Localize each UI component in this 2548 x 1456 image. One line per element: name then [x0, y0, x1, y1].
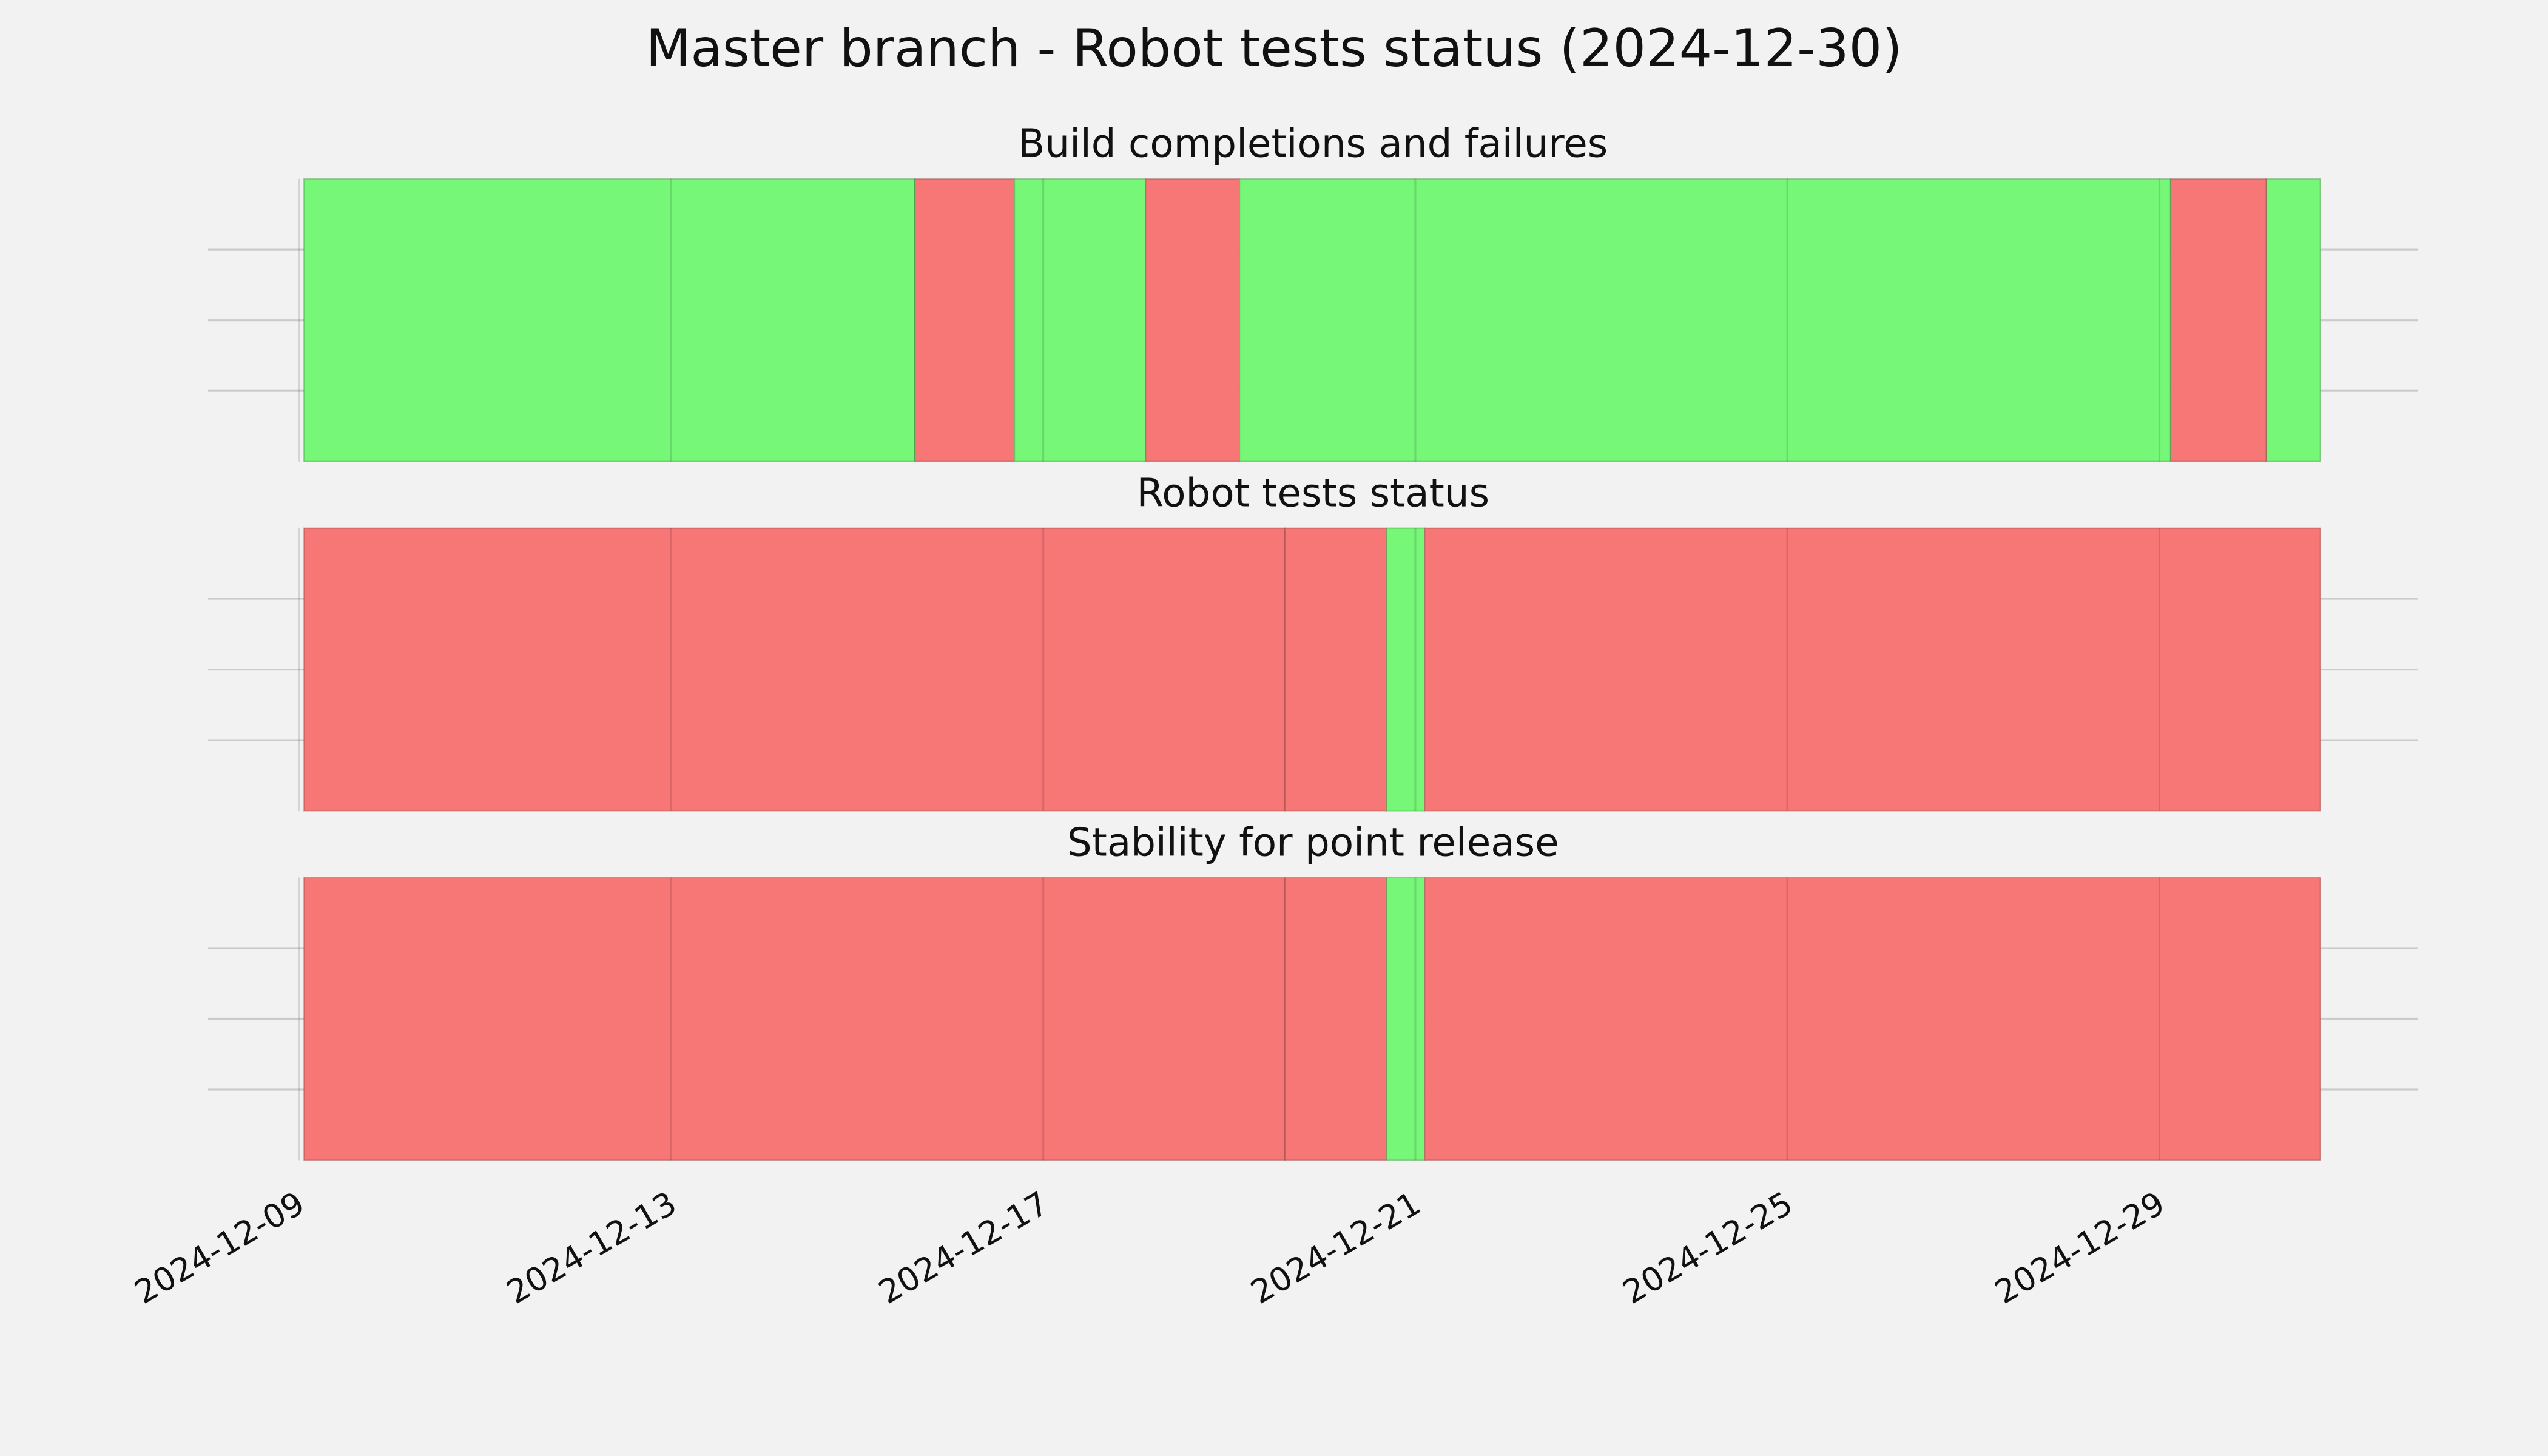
status-segment: [1239, 178, 2171, 462]
panel-title: Build completions and failures: [1018, 121, 1608, 167]
status-segment: [1424, 527, 2321, 812]
status-segment: [1284, 527, 1387, 812]
status-segment: [2265, 178, 2321, 462]
status-segment: [303, 178, 916, 462]
status-segment: [1284, 877, 1387, 1161]
chart-title: Master branch - Robot tests status (2024…: [645, 18, 1902, 79]
status-segment: [1014, 178, 1147, 462]
status-segment: [1386, 877, 1426, 1161]
status-segment: [1424, 877, 2321, 1161]
panel-title: Stability for point release: [1067, 820, 1559, 865]
status-segment: [303, 527, 1286, 812]
status-segment: [2169, 178, 2267, 462]
status-segment: [303, 877, 1286, 1161]
panel-title: Robot tests status: [1136, 471, 1489, 516]
status-segment: [1145, 178, 1241, 462]
status-segment: [1386, 527, 1426, 812]
status-segment: [914, 178, 1016, 462]
